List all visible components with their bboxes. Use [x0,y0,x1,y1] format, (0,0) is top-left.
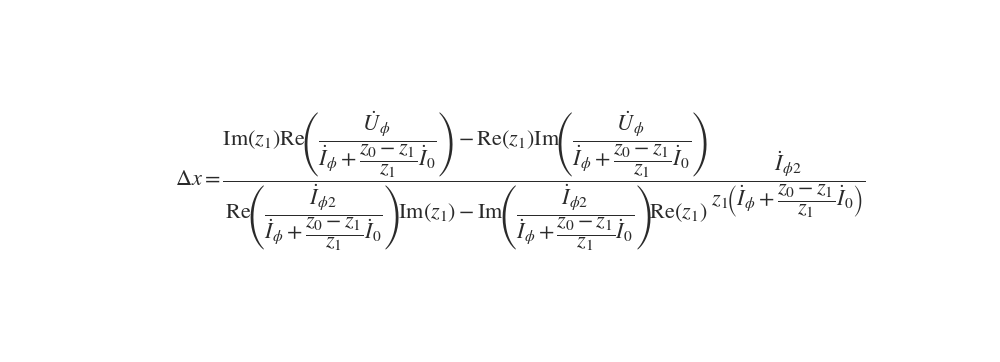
Text: $\Delta x=\dfrac{\mathrm{Im}(z_1)\mathrm{Re}\!\left(\dfrac{\dot{U}_{\phi}}{\dot{: $\Delta x=\dfrac{\mathrm{Im}(z_1)\mathrm… [175,109,865,253]
